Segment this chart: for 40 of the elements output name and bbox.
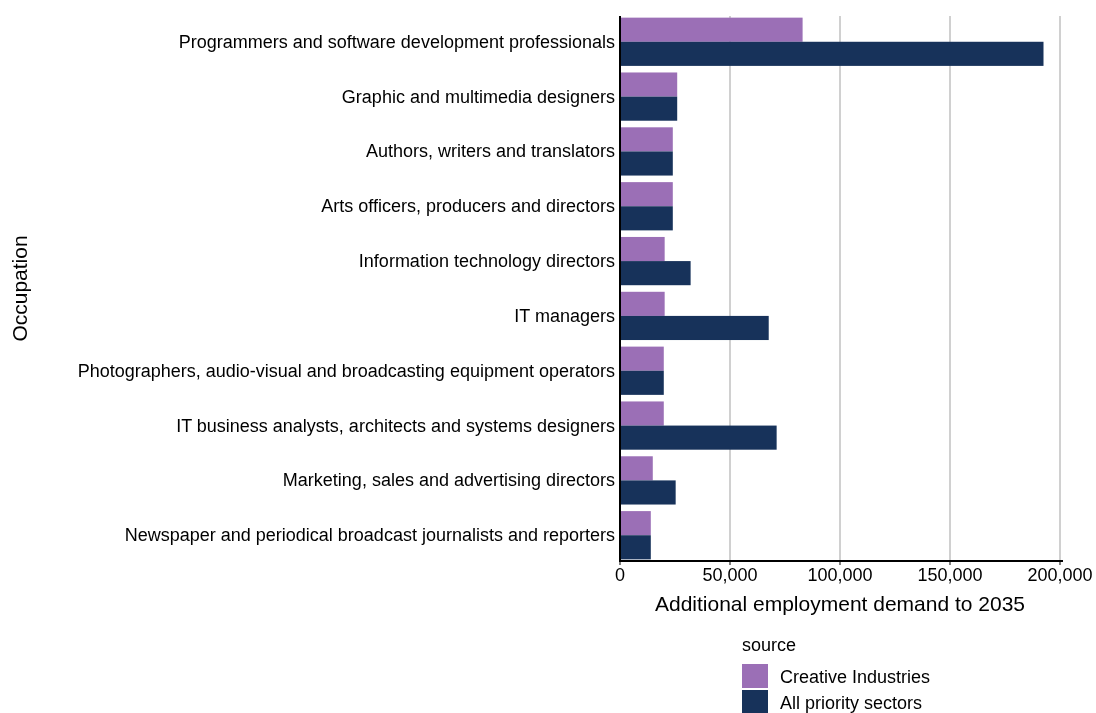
bar: [620, 401, 664, 426]
bar: [620, 261, 691, 286]
bar: [620, 535, 651, 560]
legend-label: Creative Industries: [780, 667, 931, 687]
bar: [620, 127, 673, 152]
x-tick-label: 150,000: [917, 565, 983, 585]
bar: [620, 456, 653, 481]
bar: [620, 370, 664, 395]
y-tick-label: IT business analysts, architects and systems designers: [176, 415, 615, 436]
y-tick-label: Arts officers, producers and directors: [321, 196, 615, 217]
y-tick-label: Graphic and multimedia designers: [341, 86, 615, 107]
x-tick-label: 50,000: [702, 565, 758, 585]
x-axis-title: Additional employment demand to 2035: [654, 592, 1026, 615]
bar: [620, 17, 803, 42]
y-tick-label: Programmers and software development professionals: [178, 31, 615, 52]
x-tick-label: 200,000: [1027, 565, 1093, 585]
y-tick-label: IT managers: [514, 305, 615, 326]
y-tick-label: Authors, writers and translators: [365, 141, 615, 162]
bar: [620, 72, 678, 97]
y-tick-label: Newspaper and periodical broadcast journalists and reporters: [124, 525, 615, 546]
bar: [620, 425, 777, 450]
y-tick-label: Photographers, audio-visual and broadcasting equipment operators: [77, 360, 615, 381]
bar: [620, 206, 673, 231]
legend-title: source: [742, 635, 797, 655]
y-axis-title: Occupation: [8, 235, 31, 342]
bar: [620, 236, 665, 262]
bar: [620, 151, 673, 176]
bar: [620, 41, 1044, 66]
x-tick-label: 100,000: [807, 565, 873, 585]
bar: [620, 96, 678, 121]
bar: [620, 480, 676, 505]
x-tick-label: 0: [614, 565, 626, 585]
bar: [620, 346, 664, 371]
legend-label: All priority sectors: [780, 693, 923, 713]
y-tick-label: Marketing, sales and advertising directors: [282, 470, 615, 491]
bar: [620, 182, 673, 207]
bar: [620, 291, 665, 316]
y-tick-label: Information technology directors: [358, 251, 615, 272]
bar: [620, 315, 769, 341]
bar: [620, 511, 651, 536]
